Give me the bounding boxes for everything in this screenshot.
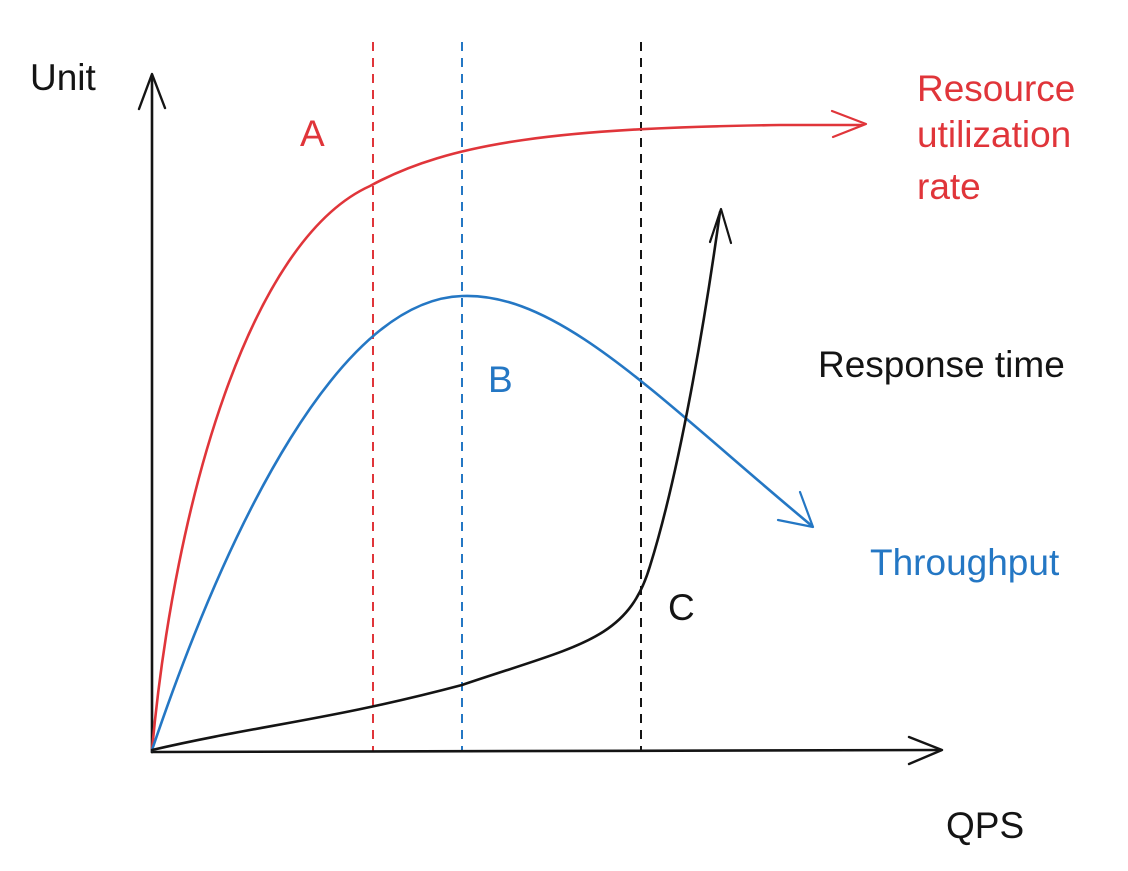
throughput-line [150, 294, 814, 752]
throughput-curve [150, 294, 815, 752]
resource-label-line-3: rate [917, 166, 981, 207]
response-time-arrowhead [708, 207, 733, 245]
y-axis-label: Unit [30, 57, 97, 98]
x-axis-label: QPS [946, 805, 1024, 846]
response-time-curve [150, 207, 733, 752]
resource-label-line-1: Resource [917, 68, 1075, 109]
y-axis-arrowhead [137, 72, 167, 111]
throughput-arrowhead [776, 490, 815, 529]
throughput-label: Throughput [870, 542, 1060, 583]
axes [137, 72, 944, 766]
marker-a-label: A [300, 113, 325, 154]
resource-label-line-2: utilization [917, 114, 1071, 155]
resource-utilization-arrowhead [830, 109, 868, 139]
x-axis [150, 748, 943, 754]
resource-utilization-label: Resource utilization rate [917, 68, 1086, 207]
marker-b-label: B [488, 359, 513, 400]
x-axis-arrowhead [907, 735, 944, 766]
response-time-line [150, 210, 722, 752]
marker-c-label: C [668, 587, 695, 628]
resource-utilization-curve [150, 109, 868, 752]
response-time-label: Response time [818, 344, 1065, 385]
resource-utilization-line [150, 123, 864, 752]
